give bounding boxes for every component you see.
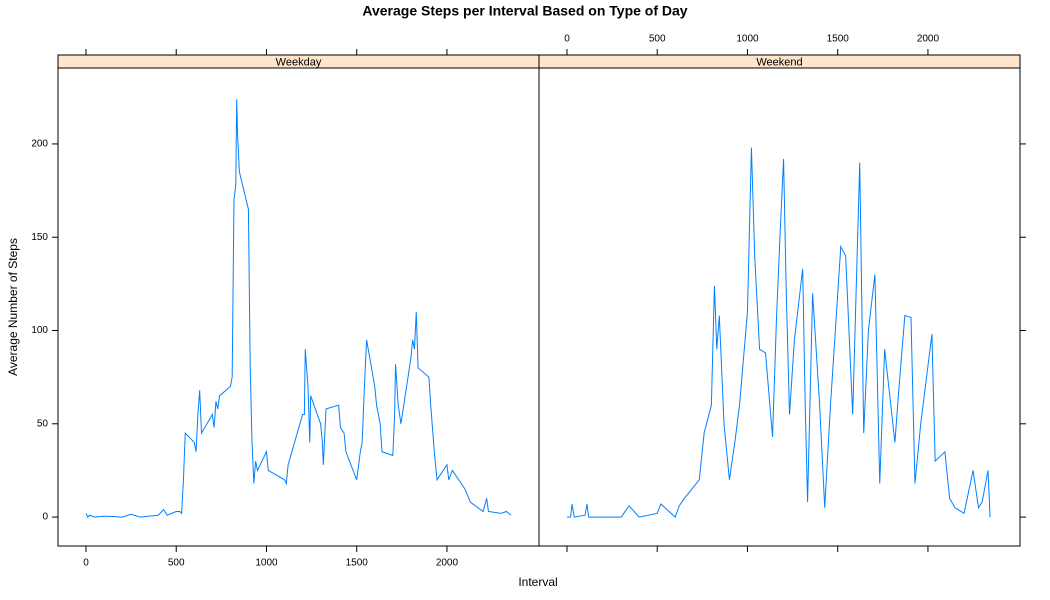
x-tick-label: 1000 — [736, 34, 759, 45]
x-axis-label: Interval — [518, 575, 557, 589]
data-line — [85, 99, 512, 518]
panel-box — [538, 67, 1021, 547]
chart-title: Average Steps per Interval Based on Type… — [362, 3, 687, 19]
x-tick-label: 0 — [83, 558, 89, 569]
x-tick-label: 2000 — [436, 558, 459, 569]
y-tick-label: 200 — [31, 139, 48, 150]
x-tick-label: 2000 — [917, 34, 940, 45]
y-tick-label: 50 — [37, 418, 49, 429]
x-tick-label: 500 — [168, 558, 185, 569]
data-line — [566, 147, 991, 518]
y-tick-label: 100 — [31, 325, 48, 336]
x-tick-label: 500 — [649, 34, 666, 45]
x-tick-label: 1500 — [827, 34, 850, 45]
strip-label: Weekend — [756, 56, 802, 68]
x-tick-label: 1000 — [255, 558, 278, 569]
panel-box — [57, 67, 540, 547]
strip-label: Weekday — [276, 56, 322, 68]
x-tick-label: 1500 — [346, 558, 369, 569]
y-tick-label: 150 — [31, 232, 48, 243]
y-axis-label: Average Number of Steps — [6, 238, 20, 376]
y-tick-label: 0 — [42, 512, 48, 523]
x-tick-label: 0 — [564, 34, 570, 45]
